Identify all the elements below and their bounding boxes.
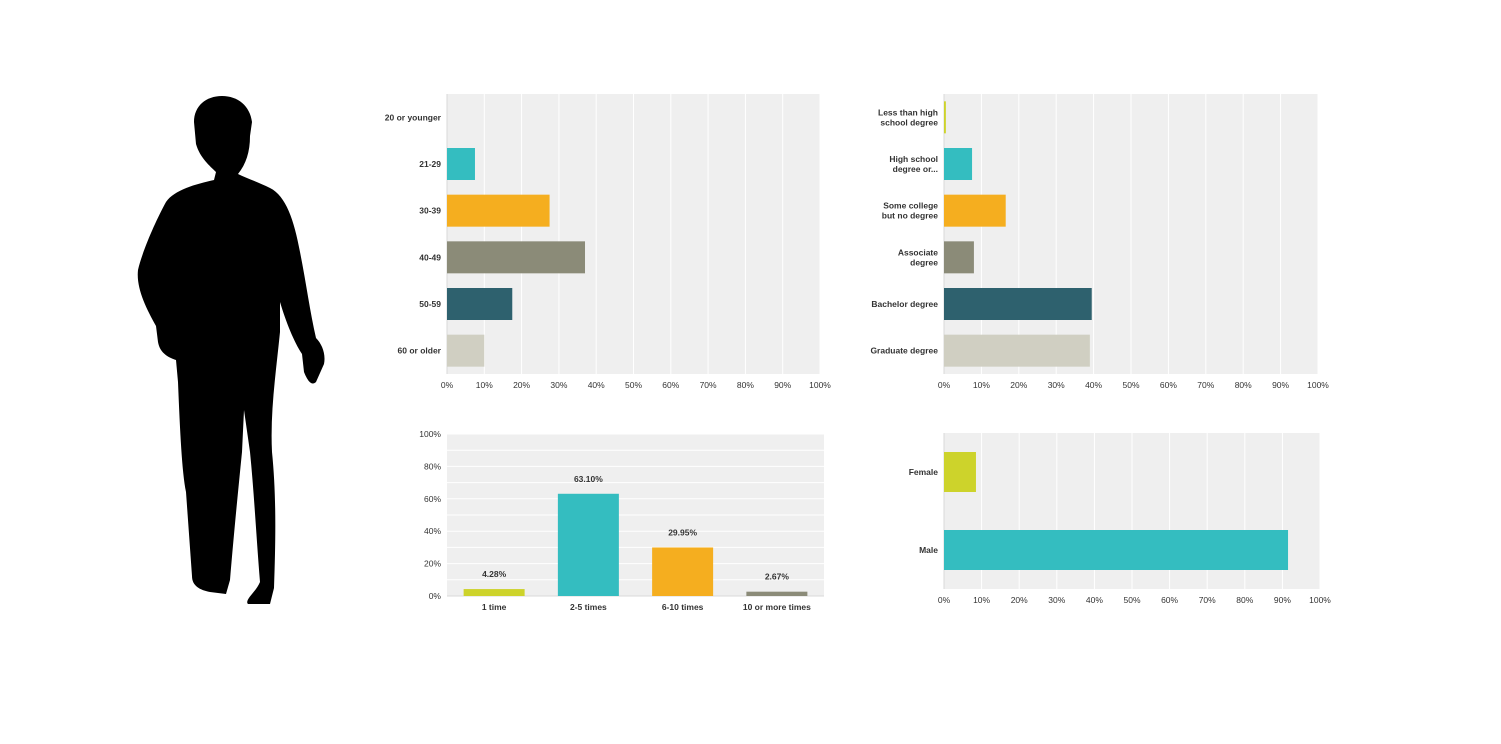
education-chart-svg: 0% 10% 20% 30% 40% 50% 60% 70% 80% 90% 100% Less th… [870,94,1329,390]
category-label: 30-39 [419,206,441,216]
bar [463,589,525,596]
category-label: 1 time [482,602,507,612]
x-tick-label: 20% [1011,595,1028,605]
person-silhouette-icon [137,96,325,604]
x-tick-label: 90% [774,380,791,390]
x-tick-label: 50% [1123,595,1140,605]
data-label: 29.95% [668,527,697,537]
category-label: Male [919,545,938,555]
x-tick-label: 10% [476,380,493,390]
x-tick-label: 100% [809,380,831,390]
category-label: 40-49 [419,252,441,262]
x-tick-label: 60% [662,380,679,390]
y-tick-label: 20% [424,559,441,569]
x-tick-label: 10% [973,380,990,390]
x-tick-label: 40% [1085,380,1102,390]
x-tick-label: 0% [938,595,951,605]
bar [447,334,485,367]
bar [447,241,586,274]
category-label: Some college [883,201,938,211]
x-tick-label: 80% [1236,595,1253,605]
bar [447,148,475,180]
x-tick-label: 0% [441,380,454,390]
x-tick-label: 70% [1199,595,1216,605]
y-tick-label: 100% [419,429,441,439]
frequency-chart-svg: 0% 20% 40% 60% 80% 100% 4.28% 1 time 63.10% 2-5 t… [419,429,824,612]
x-tick-label: 20% [513,380,530,390]
bar [652,547,714,596]
education-chart: 0% 10% 20% 30% 40% 50% 60% 70% 80% 90% 100% Less th… [862,92,1329,397]
x-tick-label: 100% [1309,595,1331,605]
gender-chart: 0% 10% 20% 30% 40% 50% 60% 70% 80% 90% 100% Female M… [900,430,1331,615]
category-label: degree [910,257,938,267]
age-chart: 0% 10% 20% 30% 40% 50% 60% 70% 80% 90% 100% 20 or y… [380,92,831,397]
bar [944,194,1006,227]
bar [944,530,1289,570]
x-tick-label: 20% [1010,380,1027,390]
bar [944,452,976,492]
x-tick-label: 90% [1274,595,1291,605]
category-label: 21-29 [419,159,441,169]
bar [944,148,973,180]
x-tick-label: 40% [1086,595,1103,605]
x-tick-label: 30% [1048,380,1065,390]
category-label: Associate [898,247,938,257]
y-tick-label: 40% [424,526,441,536]
bar [944,334,1090,367]
bar [944,288,1092,320]
x-tick-label: 50% [1122,380,1139,390]
bar [746,591,808,596]
bar [557,493,619,596]
category-label: Female [909,467,939,477]
category-label: 60 or older [398,346,442,356]
x-tick-label: 100% [1307,380,1329,390]
category-label: Less than high [878,107,938,117]
x-tick-label: 80% [1235,380,1252,390]
category-label: school degree [880,117,938,127]
x-tick-label: 30% [1048,595,1065,605]
y-tick-label: 60% [424,494,441,504]
x-tick-label: 70% [1197,380,1214,390]
category-label: 2-5 times [570,602,607,612]
bar [944,101,946,134]
category-label: 10 or more times [743,602,811,612]
category-label: but no degree [882,211,938,221]
bar [447,194,550,227]
category-label: Graduate degree [870,346,938,356]
data-label: 63.10% [574,474,603,484]
category-label: degree or... [893,164,938,174]
age-chart-svg: 0% 10% 20% 30% 40% 50% 60% 70% 80% 90% 100% 20 or y… [385,94,831,390]
bar [447,288,513,320]
x-tick-label: 60% [1160,380,1177,390]
data-label: 2.67% [765,572,790,582]
bar [944,241,974,274]
x-tick-label: 40% [588,380,605,390]
y-tick-label: 0% [429,591,442,601]
y-tick-label: 80% [424,461,441,471]
data-label: 4.28% [482,569,507,579]
category-label: 50-59 [419,299,441,309]
category-label: 20 or younger [385,112,442,122]
x-tick-label: 90% [1272,380,1289,390]
category-label: Bachelor degree [871,299,938,309]
x-tick-label: 30% [550,380,567,390]
category-label: High school [889,154,938,164]
x-tick-label: 60% [1161,595,1178,605]
category-label: 6-10 times [662,602,704,612]
frequency-chart: 0% 20% 40% 60% 80% 100% 4.28% 1 time 63.10% 2-5 t… [410,429,830,620]
gender-chart-svg: 0% 10% 20% 30% 40% 50% 60% 70% 80% 90% 100% Female M… [909,433,1331,605]
x-tick-label: 10% [973,595,990,605]
x-tick-label: 50% [625,380,642,390]
x-tick-label: 80% [737,380,754,390]
x-tick-label: 70% [700,380,717,390]
x-tick-label: 0% [938,380,951,390]
